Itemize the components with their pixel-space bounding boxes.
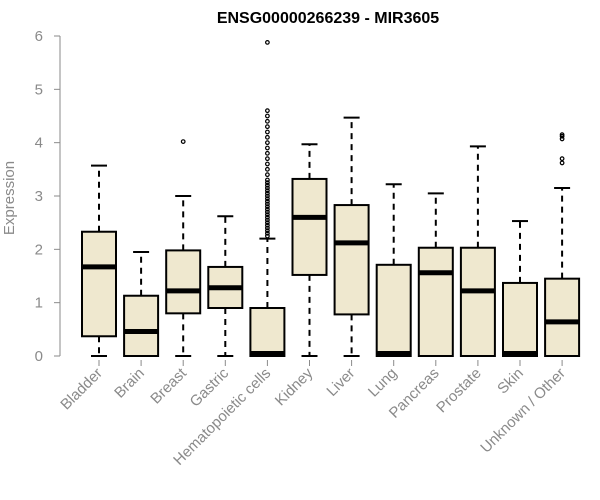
outlier-point	[265, 182, 270, 188]
iqr-box	[417, 246, 454, 358]
outlier-point	[265, 180, 270, 186]
outlier-point	[265, 129, 270, 135]
box-group	[81, 164, 117, 357]
box-group	[249, 40, 286, 357]
outlier-point	[265, 145, 270, 151]
outlier-point	[265, 177, 270, 183]
y-tick-label: 4	[35, 135, 43, 152]
y-tick-label: 5	[35, 81, 43, 98]
box-group	[123, 251, 160, 358]
outlier-point	[265, 134, 270, 140]
x-category-label: Skin	[494, 365, 527, 398]
iqr-box	[81, 230, 117, 338]
chart-title: ENSG00000266239 - MIR3605	[217, 10, 439, 27]
outlier-point	[265, 161, 270, 167]
y-axis-label: Expression	[1, 161, 18, 235]
box-group	[544, 132, 581, 357]
outlier-point	[265, 188, 270, 194]
x-category-label: Bladder	[57, 365, 106, 414]
outlier-point	[559, 133, 565, 139]
outlier-point	[265, 228, 270, 234]
outlier-point	[265, 230, 270, 236]
box-group	[165, 139, 202, 357]
x-category-label: Kidney	[272, 364, 317, 409]
x-category-label: Breast	[147, 364, 190, 407]
outlier-point	[559, 160, 565, 166]
y-tick-label: 0	[35, 348, 43, 365]
outlier-point	[265, 166, 270, 172]
iqr-box	[502, 281, 538, 357]
y-tick-label: 1	[35, 295, 43, 312]
outlier-point	[265, 185, 270, 191]
outlier-point	[265, 118, 270, 124]
outlier-point	[265, 196, 270, 202]
y-tick-label: 2	[35, 241, 43, 258]
outlier-point	[265, 233, 270, 239]
box-group	[333, 116, 370, 357]
iqr-box	[459, 246, 496, 358]
box-group	[417, 192, 454, 358]
outlier-point	[180, 139, 186, 145]
outlier-point	[265, 190, 270, 196]
outlier-point	[265, 225, 270, 231]
outlier-point	[265, 209, 270, 215]
box-group	[459, 145, 496, 358]
box-group	[375, 183, 412, 357]
outlier-point	[559, 136, 565, 142]
outlier-point	[265, 206, 270, 212]
iqr-box	[333, 204, 370, 316]
outlier-point	[265, 156, 270, 162]
x-category-label: Brain	[111, 365, 148, 402]
iqr-box	[123, 294, 160, 358]
x-category-label: Prostate	[433, 365, 485, 417]
outlier-point	[265, 150, 270, 156]
iqr-box	[291, 177, 328, 276]
outlier-point	[265, 193, 270, 199]
outlier-point	[265, 201, 270, 207]
outlier-point	[559, 156, 565, 162]
iqr-box	[544, 277, 581, 357]
x-category-label: Lung	[365, 365, 401, 401]
y-tick-label: 6	[35, 28, 43, 45]
iqr-box	[375, 263, 412, 357]
outlier-point	[265, 113, 270, 119]
x-category-label: Liver	[323, 365, 358, 400]
iqr-box	[165, 249, 202, 315]
outlier-point	[265, 204, 270, 210]
y-tick-label: 3	[35, 188, 43, 205]
box-group	[502, 220, 538, 357]
outlier-point	[265, 172, 270, 178]
box-group	[291, 143, 328, 357]
outlier-point	[265, 222, 270, 228]
outlier-point	[265, 217, 270, 223]
box-group	[207, 215, 244, 357]
outlier-point	[265, 198, 270, 204]
outlier-point	[265, 124, 270, 130]
outlier-point	[265, 212, 270, 218]
outlier-point	[265, 214, 270, 220]
outlier-point	[559, 132, 565, 138]
outlier-point	[265, 40, 270, 45]
outlier-point	[265, 140, 270, 146]
outlier-point	[265, 220, 270, 226]
outlier-point	[265, 108, 270, 114]
iqr-box	[249, 307, 286, 357]
